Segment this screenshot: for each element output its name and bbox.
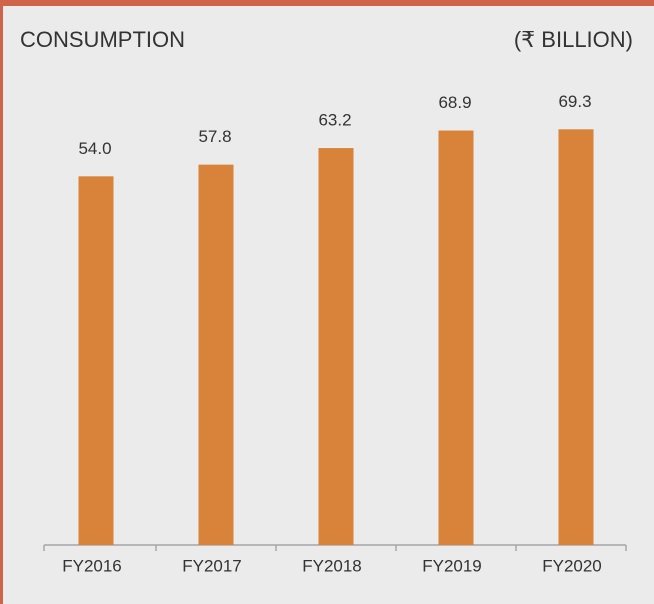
bar — [438, 130, 474, 545]
x-tick-label: FY2017 — [182, 556, 242, 575]
value-label: 54.0 — [78, 139, 111, 158]
value-label: 68.9 — [438, 93, 471, 112]
bar — [318, 148, 354, 545]
chart-title: CONSUMPTION — [20, 27, 185, 52]
x-tick-label: FY2020 — [542, 556, 602, 575]
value-label: 57.8 — [198, 127, 231, 146]
bar — [198, 164, 234, 545]
value-label: 69.3 — [558, 92, 591, 111]
x-tick-label: FY2018 — [302, 556, 362, 575]
x-tick-label: FY2016 — [62, 556, 122, 575]
x-tick-label: FY2019 — [422, 556, 482, 575]
bar — [558, 129, 594, 545]
value-label: 63.2 — [318, 111, 351, 130]
bar — [78, 176, 114, 545]
left-border — [0, 0, 3, 604]
top-border — [0, 0, 654, 6]
unit-label: (₹ BILLION) — [514, 27, 633, 52]
